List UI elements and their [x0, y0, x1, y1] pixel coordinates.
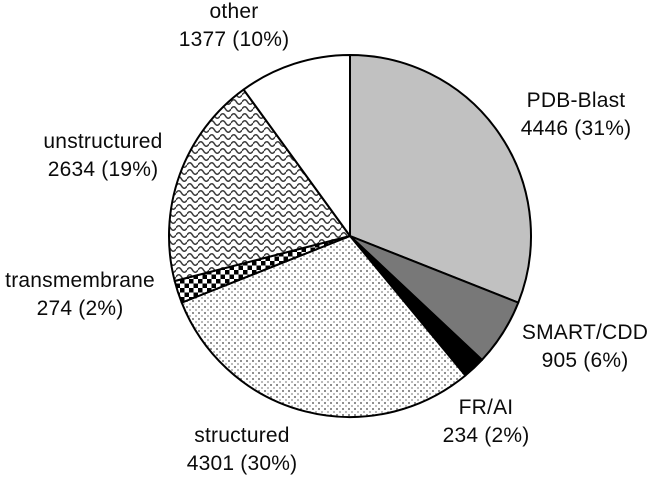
pie-slice-pdb-blast — [349, 54, 532, 304]
label-smart-cdd: SMART/CDD 905 (6%) — [522, 319, 648, 375]
label-fr-ai-detail: 234 (2%) — [442, 424, 530, 447]
pie-slice-unstructured — [168, 88, 351, 283]
label-unstructured-name: unstructured — [43, 130, 163, 153]
label-structured-detail: 4301 (30%) — [186, 452, 298, 475]
label-other-name: other — [209, 0, 259, 23]
label-unstructured-detail: 2634 (19%) — [47, 158, 159, 181]
label-transmembrane-name: transmembrane — [5, 269, 155, 292]
label-structured: structured 4301 (30%) — [187, 422, 298, 478]
label-smart-cdd-detail: 905 (6%) — [541, 349, 629, 372]
label-smart-cdd-name: SMART/CDD — [521, 321, 649, 344]
label-fr-ai: FR/AI 234 (2%) — [443, 394, 530, 450]
label-pdb-blast-detail: 4446 (31%) — [520, 117, 632, 140]
pie-slice-structured — [180, 235, 467, 418]
label-structured-name: structured — [194, 424, 290, 447]
label-other-detail: 1377 (10%) — [178, 28, 290, 51]
label-transmembrane-detail: 274 (2%) — [36, 297, 124, 320]
label-pdb-blast: PDB-Blast 4446 (31%) — [521, 87, 632, 143]
label-fr-ai-name: FR/AI — [458, 396, 514, 419]
label-transmembrane: transmembrane 274 (2%) — [5, 267, 155, 323]
label-other: other 1377 (10%) — [179, 0, 290, 54]
label-unstructured: unstructured 2634 (19%) — [43, 128, 162, 184]
label-pdb-blast-name: PDB-Blast — [526, 89, 626, 112]
pie-slice-other — [242, 54, 351, 237]
